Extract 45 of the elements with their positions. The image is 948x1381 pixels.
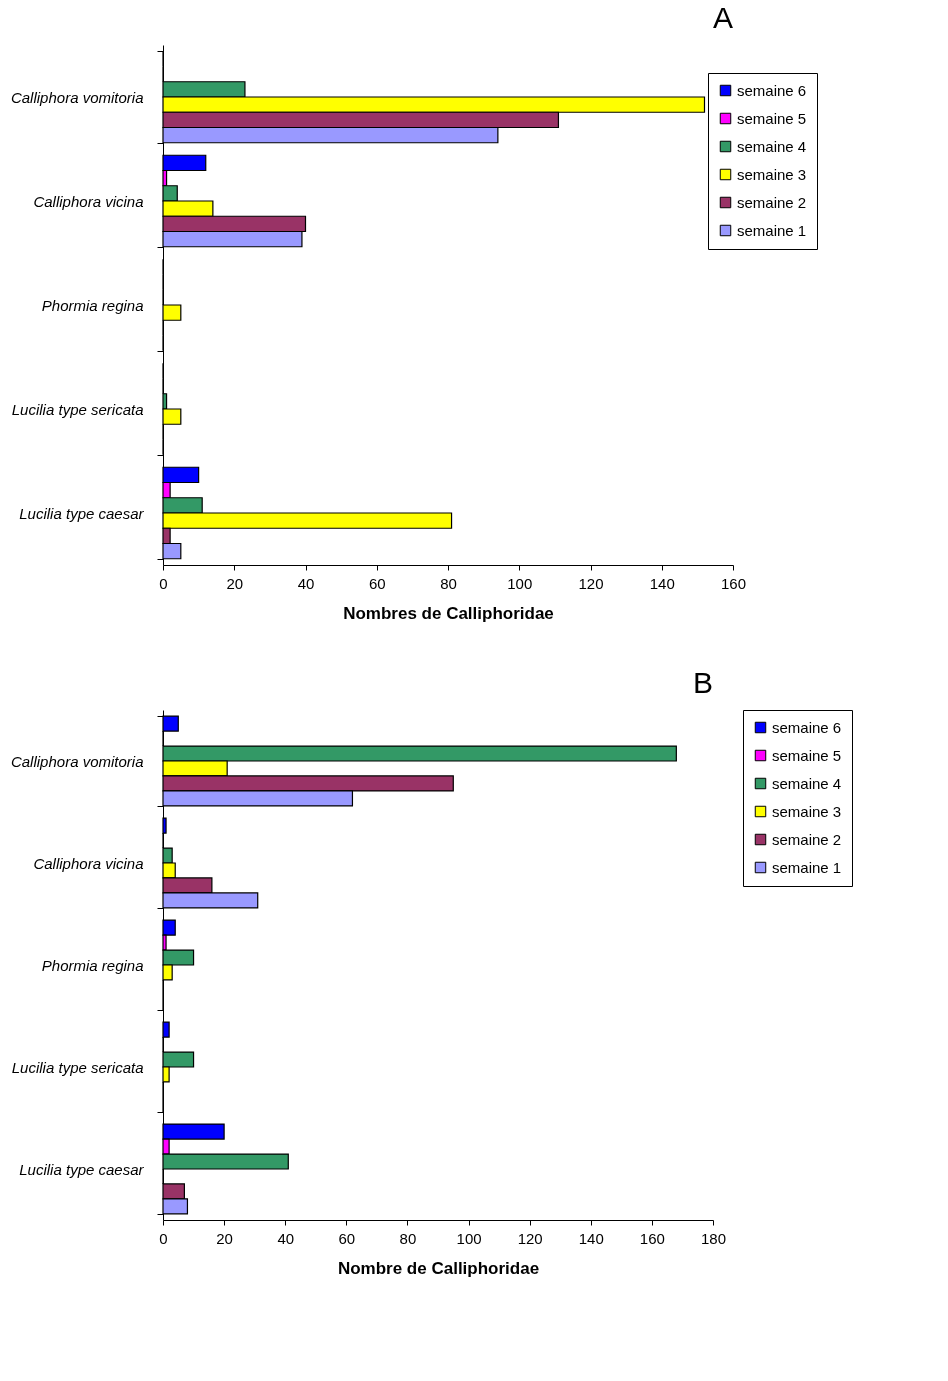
legend-label: semaine 4 [772, 774, 842, 792]
x-tick-label: 40 [277, 1229, 295, 1247]
legend-label: semaine 6 [737, 81, 807, 99]
y-tick-label: Calliphora vicina [33, 192, 144, 210]
x-tick-label: 0 [159, 1229, 168, 1247]
x-tick-label: 140 [649, 574, 675, 592]
x-tick-label: 160 [720, 574, 747, 592]
x-tick-label: 100 [507, 574, 533, 592]
y-tick-label: Lucilia type sericata [11, 1058, 144, 1076]
x-tick-label: 80 [440, 574, 457, 592]
legend-label: semaine 5 [737, 109, 807, 127]
legend-label: semaine 2 [772, 830, 842, 848]
x-tick-label: 120 [578, 574, 604, 592]
legend-label: semaine 5 [772, 746, 842, 764]
y-tick-label: Lucilia type caesar [19, 504, 145, 522]
y-tick-label: Calliphora vicina [33, 854, 144, 872]
y-tick-label: Calliphora vomitoria [10, 752, 144, 770]
x-tick-label: 60 [368, 574, 386, 592]
chart-title: B [692, 666, 713, 699]
y-tick-label: Phormia regina [41, 956, 144, 974]
x-tick-label: 180 [700, 1229, 727, 1247]
x-axis-title: Nombres de Calliphoridae [343, 603, 554, 623]
legend-label: semaine 2 [737, 193, 807, 211]
x-tick-label: 120 [517, 1229, 543, 1247]
legend-label: semaine 3 [737, 165, 807, 183]
x-axis-title: Nombre de Calliphoridae [337, 1258, 540, 1278]
x-tick-label: 20 [216, 1229, 233, 1247]
x-tick-label: 40 [297, 574, 315, 592]
x-tick-label: 20 [226, 574, 244, 592]
x-tick-label: 0 [159, 574, 168, 592]
legend-label: semaine 3 [772, 802, 842, 820]
y-tick-label: Calliphora vomitoria [10, 88, 144, 106]
legend-label: semaine 1 [737, 221, 807, 239]
chart-title: A [712, 1, 733, 34]
x-tick-label: 80 [399, 1229, 417, 1247]
x-tick-label: 140 [578, 1229, 604, 1247]
y-tick-label: Lucilia type caesar [19, 1160, 145, 1178]
legend-label: semaine 6 [772, 718, 842, 736]
x-tick-label: 60 [338, 1229, 356, 1247]
legend-label: semaine 4 [737, 137, 807, 155]
y-tick-label: Lucilia type sericata [11, 400, 144, 418]
x-tick-label: 100 [456, 1229, 482, 1247]
y-tick-label: Phormia regina [41, 296, 144, 314]
x-tick-label: 160 [639, 1229, 665, 1247]
legend-label: semaine 1 [772, 858, 842, 876]
